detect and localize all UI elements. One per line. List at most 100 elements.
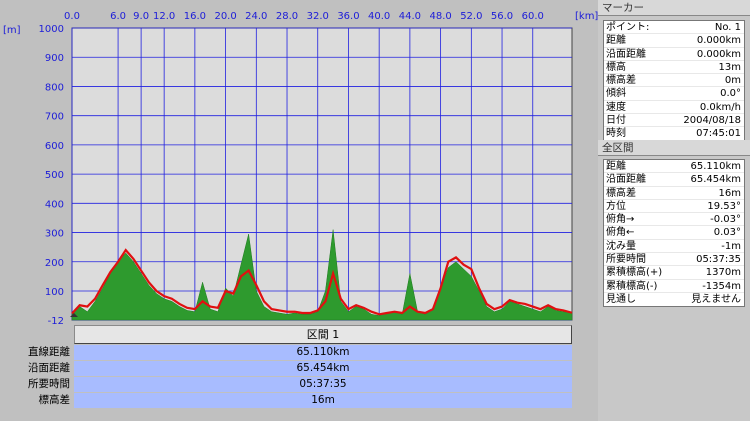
info-key: 沿面距離 [606,48,646,60]
y-tick-label: 1000 [39,24,64,35]
info-value: -1m [721,240,741,252]
elevation-area [71,229,573,321]
profile-line [71,248,573,316]
section-row-value: 65.110km [74,345,572,360]
info-row: 見通し 見えません [604,293,744,306]
y-tick-label: 300 [45,229,64,240]
info-row: 俯角→ -0.03° [604,213,744,227]
x-tick-label: 60.0 [522,11,544,22]
grid-lines [71,27,572,321]
section-header-button[interactable]: 区間 1 [74,325,572,344]
info-key: 速度 [606,101,626,113]
x-tick-label: 16.0 [184,11,206,22]
info-value: No. 1 [714,22,741,33]
info-key: 俯角→ [606,214,635,226]
x-tick-label: 40.0 [368,11,390,22]
info-row: 距離 65.110km [604,160,744,174]
section-row: 直線距離 65.110km [0,345,598,360]
info-row: 沿面距離 0.000km [604,48,744,61]
info-row: 累積標高(-) -1354m [604,280,744,293]
info-key: 所要時間 [606,254,646,266]
x-tick-label: 32.0 [307,11,329,22]
marker-panel-title: マーカー [598,0,750,16]
info-value: 2004/08/18 [683,115,741,127]
y-tick-labels: 1000 900 800 700 600 500 400 300 200 100 -12 [39,24,64,325]
info-key: 標高差 [606,75,636,87]
section-row-value: 05:37:35 [74,377,572,392]
info-key: 方位 [606,200,626,212]
info-value: 0.000km [696,35,741,47]
info-row: 沿面距離 65.454km [604,173,744,187]
section-row: 所要時間 05:37:35 [0,377,598,392]
info-key: ポイント: [606,22,650,33]
info-key: 標高差 [606,187,636,199]
info-row: 累積標高(+) 1370m [604,266,744,280]
start-marker-icon[interactable] [70,313,78,317]
info-row: 標高差 16m [604,187,744,200]
profile-line-path [71,248,573,316]
info-key: 日付 [606,115,626,127]
elevation-area-shape [71,229,573,321]
info-key: 標高 [606,61,626,73]
info-value: 19.53° [707,200,741,212]
info-key: 傾斜 [606,88,626,100]
x-tick-label: 52.0 [460,11,482,22]
info-row: 俯角← 0.03° [604,226,744,240]
section-row-label: 直線距離 [28,346,70,358]
info-value: 0m [724,75,741,87]
x-tick-label: 6.0 [110,11,126,22]
info-row: 所要時間 05:37:35 [604,253,744,267]
y-tick-label: 400 [45,199,64,210]
y-tick-label: -12 [48,316,64,325]
info-row: 距離 0.000km [604,34,744,48]
x-tick-label: 56.0 [491,11,513,22]
y-tick-label: 600 [45,141,64,152]
y-tick-label: 700 [45,112,64,123]
info-row: 標高差 0m [604,74,744,88]
x-tick-labels: 0.0 6.0 9.0 12.0 16.0 20.0 24.0 28.0 32.0 36.0 40.… [64,11,544,22]
section-row-label: 標高差 [38,394,71,406]
info-value: 13m [718,61,741,73]
x-unit-label: [km] [575,11,598,22]
info-row: 日付 2004/08/18 [604,114,744,128]
info-row: ポイント: No. 1 [604,21,744,35]
info-sidebar: マーカー ポイント: No. 1 距離 0.000km 沿面距離 0.000km 標高 13m… [598,0,750,421]
info-key: 累積標高(-) [606,280,658,292]
x-tick-label: 28.0 [276,11,298,22]
info-value: 0.000km [696,48,741,60]
info-value: 0.03° [713,227,741,239]
x-tick-label: 9.0 [133,11,149,22]
info-value: 65.110km [690,161,741,172]
elevation-chart[interactable]: 0.0 6.0 9.0 12.0 16.0 20.0 24.0 28.0 32.0 36.0 40.… [0,0,598,325]
x-tick-label: 20.0 [214,11,236,22]
x-tick-label: 12.0 [153,11,175,22]
info-key: 距離 [606,35,626,47]
info-value: 0.0km/h [699,101,741,113]
info-row: 傾斜 0.0° [604,87,744,101]
section-row: 標高差 16m [0,393,598,408]
x-tick-label: 36.0 [337,11,359,22]
info-row: 沈み量 -1m [604,240,744,254]
info-value: 07:45:01 [696,128,741,140]
info-value: 05:37:35 [696,254,741,266]
y-unit-label: [m] [3,25,21,36]
y-tick-label: 900 [45,53,64,64]
y-tick-label: 800 [45,82,64,93]
info-value: 65.454km [690,174,741,186]
info-value: 1370m [705,267,741,279]
info-value: 16m [718,187,741,199]
section-row-label: 沿面距離 [28,362,70,374]
total-panel-title: 全区間 [598,140,750,156]
section-panel: 区間 1 直線距離 65.110km 沿面距離 65.454km 所要時間 05… [0,325,598,421]
x-tick-label: 0.0 [64,11,80,22]
info-row: 時刻 07:45:01 [604,127,744,140]
info-key: 沈み量 [606,240,636,252]
x-tick-label: 24.0 [245,11,267,22]
info-value: -1354m [702,280,741,292]
info-key: 沿面距離 [606,174,646,186]
x-tick-label: 44.0 [399,11,421,22]
info-row: 方位 19.53° [604,200,744,214]
section-row: 沿面距離 65.454km [0,361,598,376]
y-tick-label: 100 [45,287,64,298]
info-key: 時刻 [606,128,626,140]
